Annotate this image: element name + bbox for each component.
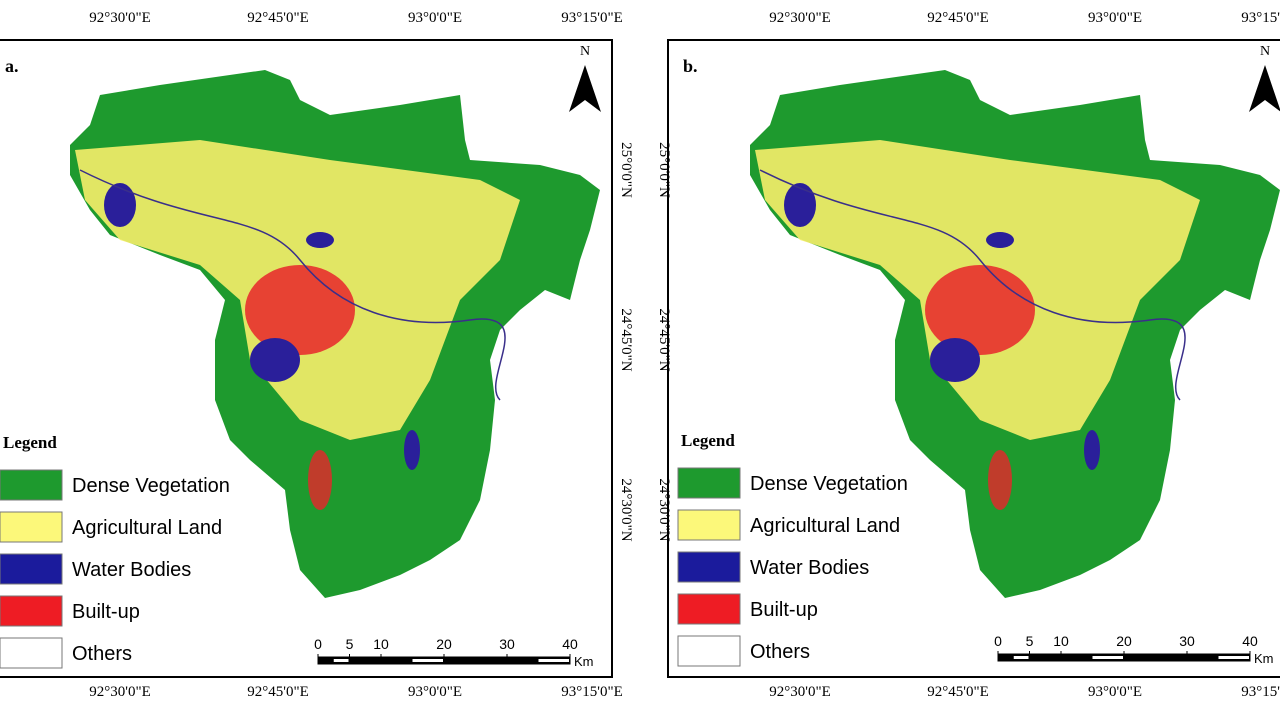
north-label: N xyxy=(580,44,590,59)
scale-tick-label: 5 xyxy=(1026,633,1034,649)
scale-tick-label: 40 xyxy=(562,636,578,652)
longitude-label: 92°30'0"E xyxy=(89,684,151,700)
legend-label: Others xyxy=(750,641,810,663)
north-arrow xyxy=(1249,65,1280,112)
longitude-label: 93°15'0"E xyxy=(1241,10,1280,26)
scale-tick-label: 10 xyxy=(1053,633,1069,649)
scale-segment-inner xyxy=(1155,656,1186,659)
river xyxy=(759,169,1186,401)
water-area xyxy=(306,232,334,248)
longitude-label: 92°30'0"E xyxy=(769,10,831,26)
scale-segment-inner xyxy=(538,659,569,662)
water-area xyxy=(986,232,1014,248)
legend-label: Agricultural Land xyxy=(72,517,222,539)
north-label: N xyxy=(1260,44,1270,59)
built-up-area xyxy=(988,450,1012,510)
water-area xyxy=(104,183,136,227)
legend-swatch xyxy=(677,593,741,625)
legend-swatch xyxy=(677,467,741,499)
legend-swatch xyxy=(677,551,741,583)
legend-label: Built-up xyxy=(72,601,140,623)
water-area xyxy=(250,338,300,382)
legend-swatch xyxy=(677,635,741,667)
legend-swatch xyxy=(0,595,63,627)
scale-segment-inner xyxy=(412,659,443,662)
panel-label: a. xyxy=(5,56,19,76)
longitude-label: 93°15'0"E xyxy=(561,684,623,700)
water-area xyxy=(404,430,420,470)
longitude-label: 93°15'0"E xyxy=(561,10,623,26)
north-arrow xyxy=(569,65,601,112)
longitude-label: 92°45'0"E xyxy=(927,10,989,26)
legend-label: Dense Vegetation xyxy=(750,473,908,495)
scale-segment-inner xyxy=(1092,656,1123,659)
legend-label: Built-up xyxy=(750,599,818,621)
scale-segment-inner xyxy=(1218,656,1249,659)
legend-title: Legend xyxy=(681,431,735,450)
longitude-label: 92°45'0"E xyxy=(247,10,309,26)
legend-label: Agricultural Land xyxy=(750,515,900,537)
latitude-label: 25°0'0"N xyxy=(656,142,672,198)
latitude-label: 25°0'0"N xyxy=(618,142,634,198)
longitude-label: 93°0'0"E xyxy=(408,684,462,700)
water-area xyxy=(930,338,980,382)
scale-tick-label: 30 xyxy=(499,636,515,652)
legend-swatch xyxy=(0,469,63,501)
panel-label: b. xyxy=(683,56,698,76)
scale-tick-label: 10 xyxy=(373,636,389,652)
longitude-label: 92°45'0"E xyxy=(247,684,309,700)
map-frame xyxy=(0,39,613,678)
legend-label: Water Bodies xyxy=(72,559,191,581)
scale-segment-inner xyxy=(1045,656,1060,659)
longitude-label: 93°0'0"E xyxy=(1088,684,1142,700)
latitude-label: 24°45'0"N xyxy=(618,308,634,371)
scale-segment-inner xyxy=(475,659,506,662)
map-panel: b. 92°30'0"E 92°45'0"E 93°0'0"E 93°15'0"E 92°… xyxy=(656,10,1280,700)
latitude-label: 24°30'0"N xyxy=(618,478,634,541)
scale-tick-label: 0 xyxy=(314,636,322,652)
scale-tick-label: 5 xyxy=(346,636,354,652)
river xyxy=(79,169,506,401)
map-panel: a. 92°30'0"E 92°45'0"E 93°0'0"E 93°15'0"E 92°… xyxy=(0,10,634,700)
latitude-label: 24°30'0"N xyxy=(656,478,672,541)
legend-label: Water Bodies xyxy=(750,557,869,579)
scale-tick-label: 20 xyxy=(1116,633,1132,649)
longitude-label: 92°30'0"E xyxy=(89,10,151,26)
legend-title: Legend xyxy=(3,433,57,452)
scale-tick-label: 40 xyxy=(1242,633,1258,649)
scale-unit: Km xyxy=(574,654,594,669)
legend-swatch xyxy=(0,553,63,585)
longitude-label: 92°30'0"E xyxy=(769,684,831,700)
latitude-label: 24°45'0"N xyxy=(656,308,672,371)
longitude-label: 92°45'0"E xyxy=(927,684,989,700)
legend-swatch xyxy=(677,509,741,541)
scale-unit: Km xyxy=(1254,651,1274,666)
scale-tick-label: 30 xyxy=(1179,633,1195,649)
scale-tick-label: 20 xyxy=(436,636,452,652)
scale-segment-inner xyxy=(1013,656,1029,659)
scale-segment-inner xyxy=(333,659,349,662)
longitude-label: 93°15'0"E xyxy=(1241,684,1280,700)
water-area xyxy=(784,183,816,227)
longitude-label: 93°0'0"E xyxy=(1088,10,1142,26)
scale-segment-inner xyxy=(365,659,380,662)
legend-label: Dense Vegetation xyxy=(72,475,230,497)
longitude-label: 93°0'0"E xyxy=(408,10,462,26)
water-area xyxy=(1084,430,1100,470)
map-frame xyxy=(667,39,1280,678)
built-up-area xyxy=(308,450,332,510)
legend-swatch xyxy=(0,511,63,543)
scale-tick-label: 0 xyxy=(994,633,1002,649)
legend-swatch xyxy=(0,637,63,669)
legend-label: Others xyxy=(72,643,132,665)
